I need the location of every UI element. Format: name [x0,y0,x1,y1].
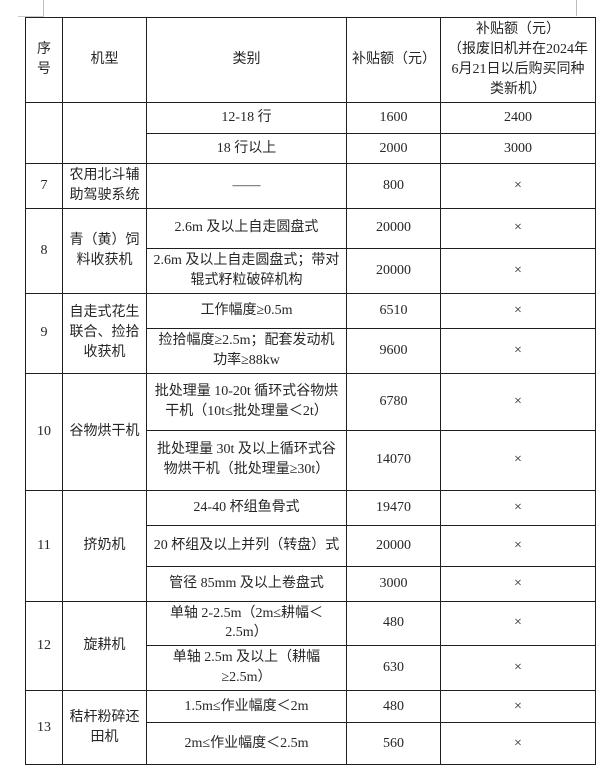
header-subsidy: 补贴额（元） [346,17,441,103]
machine-type-cell: 谷物烘干机 [62,372,147,491]
category-cell: 单轴 2-2.5m（2m≤耕幅＜2.5m） [146,600,347,647]
table-row: 9 自走式花生联合、捡拾收获机 工作幅度≥0.5m 6510 × [25,292,596,374]
scrap-subsidy-cell: × [440,690,596,723]
header-scrap-subsidy-title: 补贴额（元） [476,22,560,38]
serial-cell [25,102,63,164]
table-row: 18 行以上 2000 3000 [26,133,596,164]
serial-cell: 8 [25,207,63,294]
category-cell: 批处理量 30t 及以上循环式谷物烘干机（批处理量≥30t） [146,429,347,491]
table-header-row: 序号 机型 类别 补贴额（元） 补贴额（元） （报废旧机并在2024年6月21日… [25,17,596,103]
scrap-subsidy-cell: × [440,163,596,209]
table-row: 2.6m 及以上自走圆盘式；带对辊式籽粒破碎机构 20000 × [26,247,596,294]
scrap-subsidy-cell: 2400 [440,102,596,134]
subsidy-cell: 1600 [346,102,441,134]
table-row: 20 杯组及以上并列（转盘）式 20000 × [26,524,596,567]
header-serial: 序号 [25,17,63,103]
gridline-artifact-top-left-horizontal [18,16,44,17]
scrap-subsidy-cell: × [440,489,596,526]
scrap-subsidy-cell: × [440,372,596,431]
machine-type-cell: 自走式花生联合、捡拾收获机 [62,292,147,374]
subsidy-cell: 20000 [346,207,441,249]
table-row: 10 谷物烘干机 批处理量 10-20t 循环式谷物烘干机（10t≤批处理量＜2… [25,372,596,491]
scrap-subsidy-cell: × [440,524,596,567]
subsidy-cell: 800 [346,163,441,209]
table-row: 管径 85mm 及以上卷盘式 3000 × [26,565,596,602]
table-row: 2m≤作业幅度＜2.5m 560 × [26,722,596,765]
category-cell: 捡拾幅度≥2.5m；配套发动机功率≥88kw [146,327,347,374]
subsidy-cell: 3000 [346,565,441,602]
header-scrap-subsidy: 补贴额（元） （报废旧机并在2024年6月21日以后购买同种类新机） [440,17,596,103]
table-row: 7 农用北斗辅助驾驶系统 —— 800 × [25,163,596,209]
table-row: 8 青（黄）饲料收获机 2.6m 及以上自走圆盘式 20000 × [25,207,596,294]
scrap-subsidy-cell: × [440,327,596,374]
serial-cell: 7 [25,163,63,209]
scrap-subsidy-cell: × [440,429,596,491]
subsidy-cell: 480 [346,600,441,647]
subsidy-table: 序号 机型 类别 补贴额（元） 补贴额（元） （报废旧机并在2024年6月21日… [25,17,596,765]
scrap-subsidy-cell: × [440,565,596,602]
table-row: 批处理量 30t 及以上循环式谷物烘干机（批处理量≥30t） 14070 × [26,429,596,491]
subsidy-cell: 20000 [346,524,441,567]
serial-cell: 13 [25,690,63,765]
subsidy-cell: 20000 [346,247,441,294]
header-category: 类别 [146,17,347,103]
table-row: 11 挤奶机 24-40 杯组鱼骨式 19470 × [25,489,596,602]
scrap-subsidy-cell: × [440,722,596,765]
category-cell: 管径 85mm 及以上卷盘式 [146,565,347,602]
category-cell: 12-18 行 [146,102,347,134]
scrap-subsidy-cell: × [440,207,596,249]
table-row: 12-18 行 1600 2400 [25,102,596,164]
category-cell: 单轴 2.5m 及以上（耕幅≥2.5m） [146,645,347,691]
machine-type-cell: 旋耕机 [62,600,147,691]
scrap-subsidy-cell: × [440,600,596,647]
machine-type-cell [62,102,147,164]
machine-type-cell: 秸杆粉碎还田机 [62,690,147,765]
category-cell: 24-40 杯组鱼骨式 [146,489,347,526]
serial-cell: 9 [25,292,63,374]
subsidy-cell: 6780 [346,372,441,431]
table-row: 捡拾幅度≥2.5m；配套发动机功率≥88kw 9600 × [26,327,596,374]
scrap-subsidy-cell: × [440,645,596,691]
machine-type-cell: 农用北斗辅助驾驶系统 [62,163,147,209]
machine-type-cell: 青（黄）饲料收获机 [62,207,147,294]
category-cell: 20 杯组及以上并列（转盘）式 [146,524,347,567]
serial-cell: 11 [25,489,63,602]
category-cell: 工作幅度≥0.5m [146,292,347,329]
subsidy-cell: 6510 [346,292,441,329]
subsidy-cell: 14070 [346,429,441,491]
category-cell: —— [146,163,347,209]
subsidy-cell: 480 [346,690,441,723]
subsidy-cell: 19470 [346,489,441,526]
subsidy-cell: 9600 [346,327,441,374]
table-row: 12 旋耕机 单轴 2-2.5m（2m≤耕幅＜2.5m） 480 × [25,600,596,691]
category-cell: 2m≤作业幅度＜2.5m [146,722,347,765]
scrap-subsidy-cell: × [440,292,596,329]
serial-cell: 12 [25,600,63,691]
scrap-subsidy-cell: 3000 [440,133,596,164]
machine-type-cell: 挤奶机 [62,489,147,602]
header-scrap-subsidy-note: （报废旧机并在2024年6月21日以后购买同种类新机） [448,42,588,97]
serial-cell: 10 [25,372,63,491]
category-cell: 2.6m 及以上自走圆盘式 [146,207,347,249]
category-cell: 1.5m≤作业幅度＜2m [146,690,347,723]
table-row: 单轴 2.5m 及以上（耕幅≥2.5m） 630 × [26,645,596,691]
category-cell: 2.6m 及以上自走圆盘式；带对辊式籽粒破碎机构 [146,247,347,294]
table-row: 13 秸杆粉碎还田机 1.5m≤作业幅度＜2m 480 × [25,690,596,765]
header-machine-type: 机型 [62,17,147,103]
category-cell: 18 行以上 [146,133,347,164]
subsidy-cell: 2000 [346,133,441,164]
gridline-artifact-top-right-vertical [576,0,577,16]
category-cell: 批处理量 10-20t 循环式谷物烘干机（10t≤批处理量＜2t） [146,372,347,431]
subsidy-cell: 560 [346,722,441,765]
scrap-subsidy-cell: × [440,247,596,294]
subsidy-cell: 630 [346,645,441,691]
gridline-artifact-top-left-vertical [43,0,44,17]
